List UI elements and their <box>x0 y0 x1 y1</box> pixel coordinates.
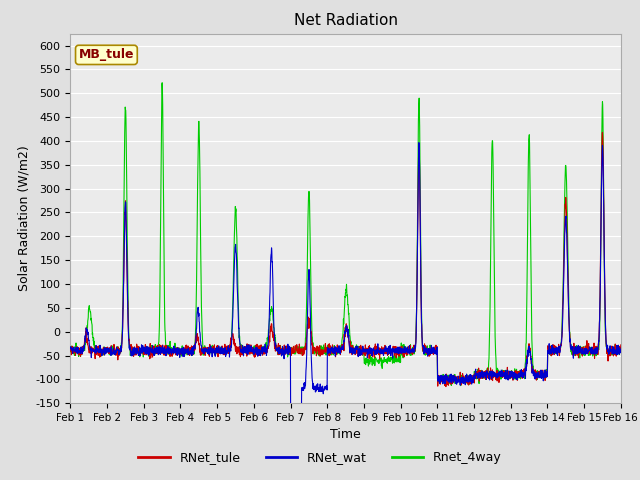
Title: Net Radiation: Net Radiation <box>294 13 397 28</box>
Legend: RNet_tule, RNet_wat, Rnet_4way: RNet_tule, RNet_wat, Rnet_4way <box>133 446 507 469</box>
Y-axis label: Solar Radiation (W/m2): Solar Radiation (W/m2) <box>17 145 30 291</box>
Text: MB_tule: MB_tule <box>79 48 134 61</box>
X-axis label: Time: Time <box>330 429 361 442</box>
